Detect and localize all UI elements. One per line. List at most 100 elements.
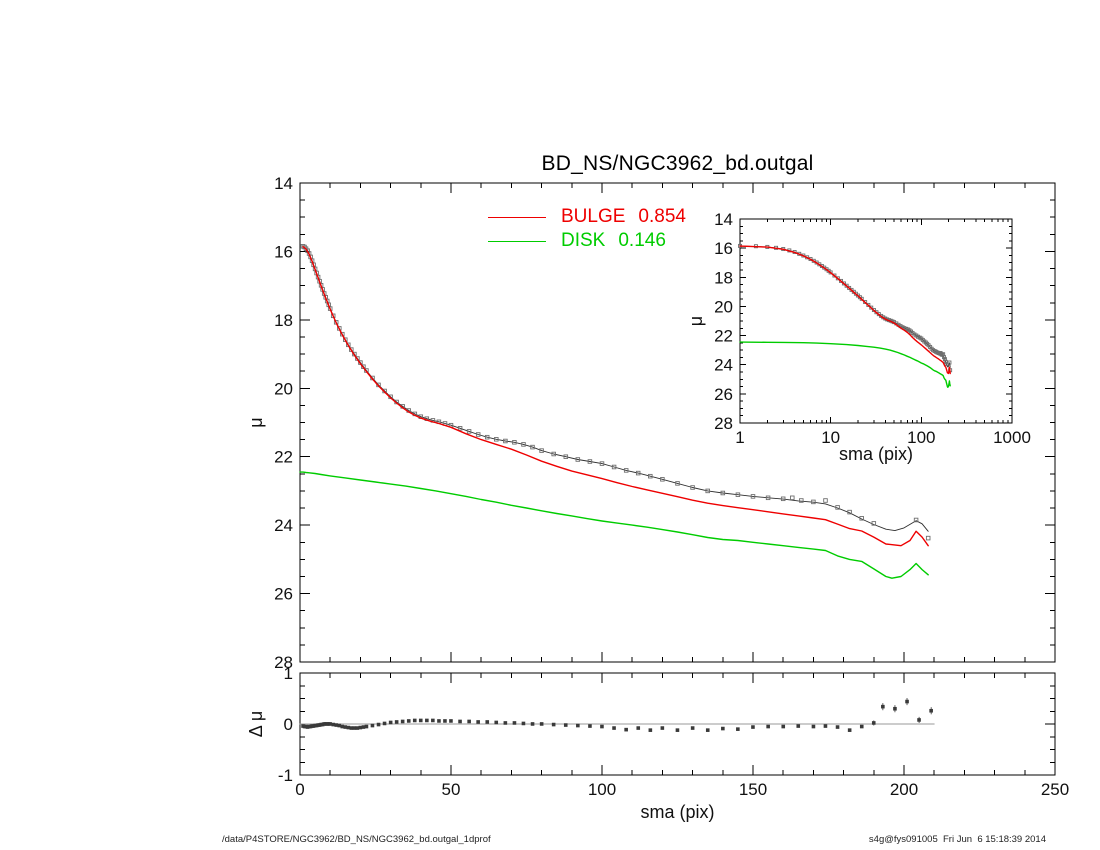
data-point-marker: [859, 724, 864, 729]
data-point-marker: [881, 704, 885, 709]
data-point-marker: [551, 451, 556, 457]
data-point-marker: [437, 719, 441, 723]
inset-background: [740, 219, 1012, 423]
data-point-marker: [721, 726, 725, 731]
data-point-marker: [352, 726, 357, 730]
data-point-marker: [847, 285, 852, 290]
data-point-marker: [563, 723, 568, 727]
data-point-marker: [943, 359, 948, 364]
data-point-marker: [575, 457, 581, 462]
data-point-marker: [635, 470, 641, 476]
inset-series-disk: [739, 341, 951, 388]
inset-x-tick-label: 1000: [993, 428, 1031, 447]
data-point-marker: [917, 718, 921, 722]
resid-x-tick-label: 250: [1041, 780, 1069, 799]
legend-value: 0.854: [638, 206, 686, 227]
data-point-marker: [913, 517, 919, 523]
data-point-marker: [388, 720, 393, 725]
data-point-marker: [705, 728, 710, 732]
data-point-marker: [835, 276, 840, 281]
data-point-marker: [893, 706, 897, 711]
data-point-marker: [847, 728, 852, 732]
data-point-marker: [334, 723, 339, 727]
data-point-marker: [636, 726, 641, 730]
data-point-marker: [346, 725, 351, 730]
data-point-marker: [349, 726, 354, 730]
data-point-marker: [905, 699, 909, 704]
data-point-marker: [929, 708, 933, 713]
data-point-marker: [328, 722, 332, 726]
legend-item-bulge: BULGE 0.854: [488, 205, 686, 229]
resid-xlabel: sma (pix): [640, 802, 714, 822]
data-point-marker: [835, 505, 840, 510]
data-point-marker: [370, 723, 375, 728]
data-point-marker: [781, 724, 786, 729]
data-point-marker: [521, 721, 526, 726]
resid-y-tick-label: -1: [278, 766, 293, 785]
data-point-marker: [859, 516, 864, 521]
resid-x-tick-label: 50: [442, 780, 461, 799]
bulge-line-sample: [488, 216, 546, 218]
data-point-marker: [835, 725, 840, 729]
data-point-marker: [355, 726, 360, 730]
data-point-marker: [457, 426, 463, 431]
inset-xlabel: sma (pix): [839, 444, 913, 464]
data-point-marker: [799, 498, 804, 503]
data-point-marker: [340, 724, 345, 729]
inset-x-tick-label: 1: [735, 428, 744, 447]
data-point-marker: [476, 720, 480, 724]
data-point-marker: [648, 728, 653, 732]
data-point-marker: [947, 360, 952, 365]
main-y-tick-label: 22: [274, 448, 293, 467]
data-point-marker: [418, 718, 423, 723]
main-y-tick-label: 28: [274, 653, 293, 672]
resid-x-tick-label: 100: [588, 780, 616, 799]
data-point-marker: [485, 720, 490, 724]
data-point-marker: [503, 721, 508, 725]
data-point-marker: [400, 719, 405, 724]
data-point-marker: [563, 454, 569, 459]
main-series-bulge: [302, 245, 929, 547]
data-point-marker: [925, 535, 931, 541]
data-point-marker: [660, 726, 665, 730]
resid-x-tick-label: 150: [739, 780, 767, 799]
data-point-marker: [494, 437, 499, 442]
data-point-marker: [484, 434, 490, 440]
resid-ylabel: Δ μ: [246, 711, 266, 737]
main-y-tick-label: 18: [274, 311, 293, 330]
data-point-marker: [705, 488, 710, 494]
data-point-marker: [942, 355, 947, 360]
data-point-marker: [588, 724, 592, 728]
data-point-marker: [869, 305, 874, 310]
main-y-tick-label: 14: [274, 174, 293, 193]
inset-y-tick-label: 26: [714, 385, 733, 404]
data-point-marker: [720, 490, 726, 496]
data-point-marker: [551, 722, 556, 727]
data-point-marker: [750, 494, 756, 499]
inset-x-tick-label: 100: [907, 428, 935, 447]
data-point-marker: [600, 724, 604, 729]
inset-y-tick-label: 28: [714, 414, 733, 433]
data-point-marker: [337, 723, 342, 728]
data-point-marker: [811, 724, 816, 729]
main-series-disk: [299, 471, 929, 579]
main-ylabel: μ: [246, 417, 266, 427]
data-point-marker: [425, 718, 429, 723]
main-y-tick-label: 24: [274, 516, 293, 535]
data-point-marker: [871, 521, 877, 526]
main-plot: 14 16 18 20 22 24 26 28 μ: [246, 174, 1056, 672]
data-point-marker: [675, 728, 680, 732]
data-point-marker: [382, 721, 387, 726]
inset-y-tick-label: 22: [714, 327, 733, 346]
legend-label: BULGE: [561, 206, 626, 227]
data-point-marker: [623, 468, 629, 473]
data-point-marker: [690, 726, 695, 730]
data-point-marker: [823, 724, 828, 728]
inset-series-bulge: [739, 245, 951, 375]
data-point-marker: [467, 719, 471, 724]
inset-frame: [739, 218, 1013, 424]
data-point-marker: [539, 722, 544, 726]
